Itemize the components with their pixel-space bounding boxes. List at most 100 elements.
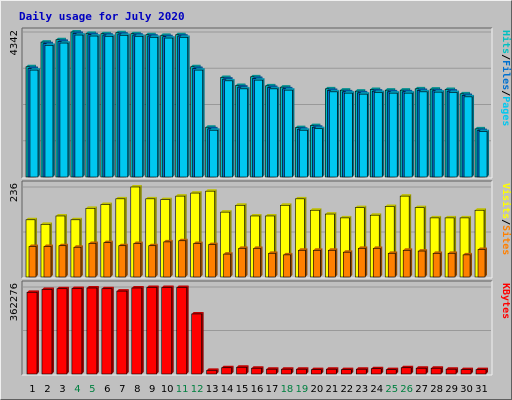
- x-tick-label: 3: [59, 384, 65, 395]
- x-tick-label: 9: [149, 384, 155, 395]
- bar-pages-3: [59, 41, 70, 178]
- bar-kbytes-16: [251, 366, 264, 375]
- legend-visits-sites: Visits/Sites: [500, 183, 512, 255]
- bar-pages-18: [284, 88, 295, 178]
- bar-sites-12: [193, 241, 203, 278]
- legend-entry: KBytes: [500, 283, 511, 319]
- bar-kbytes-13: [206, 368, 219, 375]
- x-tick-label: 18: [281, 384, 294, 395]
- bar-pages-16: [254, 78, 265, 178]
- bar-pages-17: [269, 86, 280, 178]
- bar-sites-10: [163, 239, 173, 278]
- bar-kbytes-23: [355, 367, 369, 375]
- bar-pages-22: [344, 91, 355, 178]
- bar-pages-23: [358, 92, 370, 178]
- bar-pages-27: [418, 89, 430, 178]
- x-tick-label: 2: [44, 384, 50, 395]
- bar-kbytes-24: [370, 366, 384, 375]
- chart-title: Daily usage for July 2020: [19, 10, 185, 23]
- x-tick-label: 12: [191, 384, 204, 395]
- bar-pages-8: [134, 34, 145, 178]
- bar-pages-12: [194, 68, 205, 178]
- bar-sites-16: [253, 246, 263, 278]
- legend-entry: Pages: [500, 96, 511, 126]
- x-tick-label: 28: [430, 384, 443, 395]
- bar-kbytes-1: [26, 290, 39, 375]
- legend-entry: /: [500, 219, 511, 225]
- bar-sites-21: [328, 248, 338, 278]
- bar-kbytes-26: [400, 365, 414, 375]
- bar-pages-5: [89, 34, 100, 178]
- bar-sites-14: [223, 252, 233, 278]
- legend-entry: Sites: [500, 225, 512, 255]
- x-tick-label: 16: [251, 384, 264, 395]
- legend-hits-files-pages: Hits/Files/Pages: [500, 30, 512, 126]
- x-tick-label: 30: [460, 384, 473, 395]
- panel-kbytes: [22, 281, 492, 375]
- bar-kbytes-30: [460, 367, 474, 375]
- bar-kbytes-31: [475, 367, 488, 375]
- bar-pages-20: [314, 126, 325, 178]
- bar-kbytes-10: [161, 285, 174, 375]
- bar-kbytes-25: [385, 367, 399, 375]
- x-tick-label: 6: [104, 384, 110, 395]
- legend-kbytes: KBytes: [500, 283, 511, 319]
- bar-kbytes-29: [445, 367, 459, 375]
- bar-pages-6: [104, 34, 115, 178]
- bar-sites-23: [357, 246, 368, 278]
- bar-pages-19: [299, 128, 310, 178]
- bar-sites-30: [462, 252, 473, 278]
- bar-sites-31: [477, 247, 487, 278]
- bar-pages-30: [463, 94, 475, 178]
- bar-sites-6: [103, 240, 113, 278]
- bar-pages-31: [478, 129, 489, 178]
- bar-kbytes-8: [131, 286, 144, 375]
- x-tick-label: 15: [236, 384, 249, 395]
- x-tick-label: 24: [370, 384, 383, 395]
- bar-sites-15: [238, 246, 248, 278]
- bar-pages-1: [29, 68, 40, 178]
- bar-kbytes-27: [415, 366, 429, 375]
- bar-sites-17: [268, 251, 278, 278]
- x-tick-label: 27: [415, 384, 428, 395]
- bar-sites-19: [298, 248, 308, 278]
- y-max-label: 362276: [9, 283, 20, 321]
- x-tick-label: 17: [266, 384, 279, 395]
- x-tick-label: 22: [340, 384, 353, 395]
- bar-pages-15: [239, 86, 250, 178]
- x-tick-label: 8: [134, 384, 140, 395]
- bar-pages-29: [448, 90, 460, 178]
- bar-sites-27: [417, 249, 428, 278]
- bar-sites-7: [118, 243, 128, 278]
- bar-kbytes-22: [341, 367, 354, 375]
- bar-sites-4: [73, 245, 83, 278]
- bar-sites-26: [402, 248, 413, 278]
- x-tick-label: 7: [119, 384, 125, 395]
- bar-kbytes-20: [311, 367, 324, 375]
- bar-kbytes-9: [146, 285, 159, 375]
- bar-kbytes-14: [221, 365, 234, 375]
- bar-pages-14: [224, 78, 235, 178]
- bar-kbytes-19: [296, 367, 309, 375]
- bar-sites-20: [313, 248, 323, 278]
- x-tick-label: 14: [221, 384, 234, 395]
- bar-sites-25: [387, 251, 398, 278]
- bar-sites-2: [43, 244, 53, 278]
- x-tick-label: 10: [161, 384, 174, 395]
- bar-kbytes-4: [71, 286, 84, 375]
- legend-entry: /: [500, 90, 511, 96]
- bar-kbytes-21: [326, 367, 339, 375]
- bar-pages-4: [74, 33, 85, 178]
- legend-entry: Visits: [500, 183, 512, 219]
- bar-sites-13: [208, 242, 218, 278]
- x-tick-label: 19: [296, 384, 309, 395]
- x-tick-label: 13: [206, 384, 219, 395]
- x-tick-label: 5: [89, 384, 95, 395]
- bar-sites-28: [432, 251, 443, 278]
- bar-pages-2: [44, 43, 55, 178]
- x-tick-label: 11: [176, 384, 189, 395]
- bar-pages-28: [433, 90, 445, 178]
- y-max-label: 236: [9, 183, 20, 202]
- bar-sites-8: [133, 241, 143, 278]
